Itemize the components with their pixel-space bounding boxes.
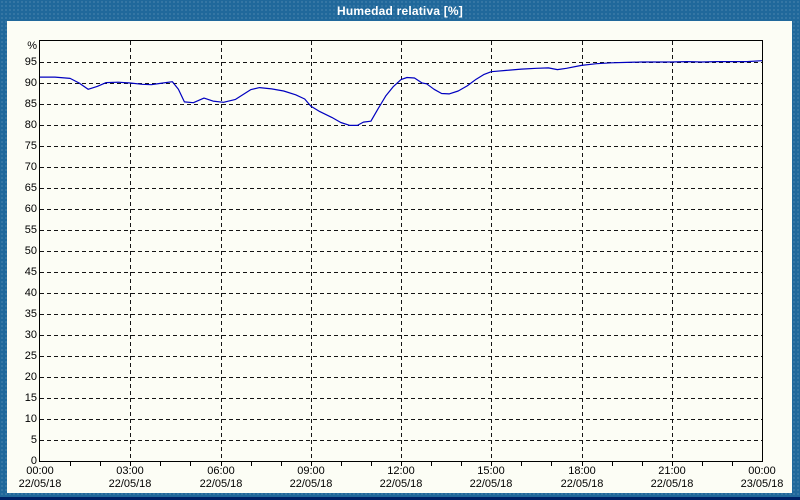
y-tick-label: 85 [24,98,37,110]
x-date-label: 22/05/18 [199,478,243,490]
y-tick-label: 45 [24,266,37,278]
y-tick-label: 95 [24,56,37,68]
x-axis-minor-ticks [70,462,733,466]
y-tick-label: 0 [30,455,37,467]
y-tick-label: 70 [24,161,37,173]
y-tick-label: 35 [24,308,37,320]
x-time-label: 12:00 [387,465,415,477]
x-time-label: 21:00 [658,465,686,477]
page-title: Humedad relativa [%] [336,3,464,18]
x-date-label: 22/05/18 [379,478,423,490]
x-date-label: 22/05/18 [18,478,62,490]
y-tick-label: 55 [24,224,37,236]
y-tick-label: 50 [24,245,37,257]
series-line [40,60,762,127]
x-time-label: 00:00 [26,465,54,477]
x-date-label: 23/05/18 [740,478,784,490]
y-tick-label: 15 [24,392,37,404]
y-tick-label: 20 [24,371,37,383]
y-tick-label: 65 [24,182,37,194]
y-tick-label: 60 [24,203,37,215]
x-time-label: 15:00 [477,465,505,477]
x-time-label: 06:00 [207,465,235,477]
x-date-label: 22/05/18 [108,478,152,490]
x-time-label: 09:00 [297,465,325,477]
humidity-line-chart [40,41,762,461]
x-time-label: 18:00 [568,465,596,477]
y-tick-label: 5 [30,434,37,446]
y-tick-label: 25 [24,350,37,362]
x-time-label: 00:00 [748,465,776,477]
chart-panel: % 0 5 10 15 20 25 30 35 40 45 50 55 60 65 70 75 80 85 90 95… [7,21,792,493]
y-tick-label: 75 [24,140,37,152]
y-tick-label: 40 [24,287,37,299]
y-tick-label: 10 [24,413,37,425]
y-tick-label: 80 [24,119,37,131]
x-date-label: 22/05/18 [560,478,604,490]
x-time-label: 03:00 [116,465,144,477]
y-tick-label: 30 [24,329,37,341]
x-date-label: 22/05/18 [289,478,333,490]
x-date-label: 22/05/18 [469,478,513,490]
title-bar: Humedad relativa [%] [0,0,800,21]
plot-area [39,40,763,462]
frame-bottom-line [0,497,800,500]
x-date-label: 22/05/18 [650,478,694,490]
y-tick-label: 90 [24,77,37,89]
y-axis-unit-label: % [27,40,37,52]
